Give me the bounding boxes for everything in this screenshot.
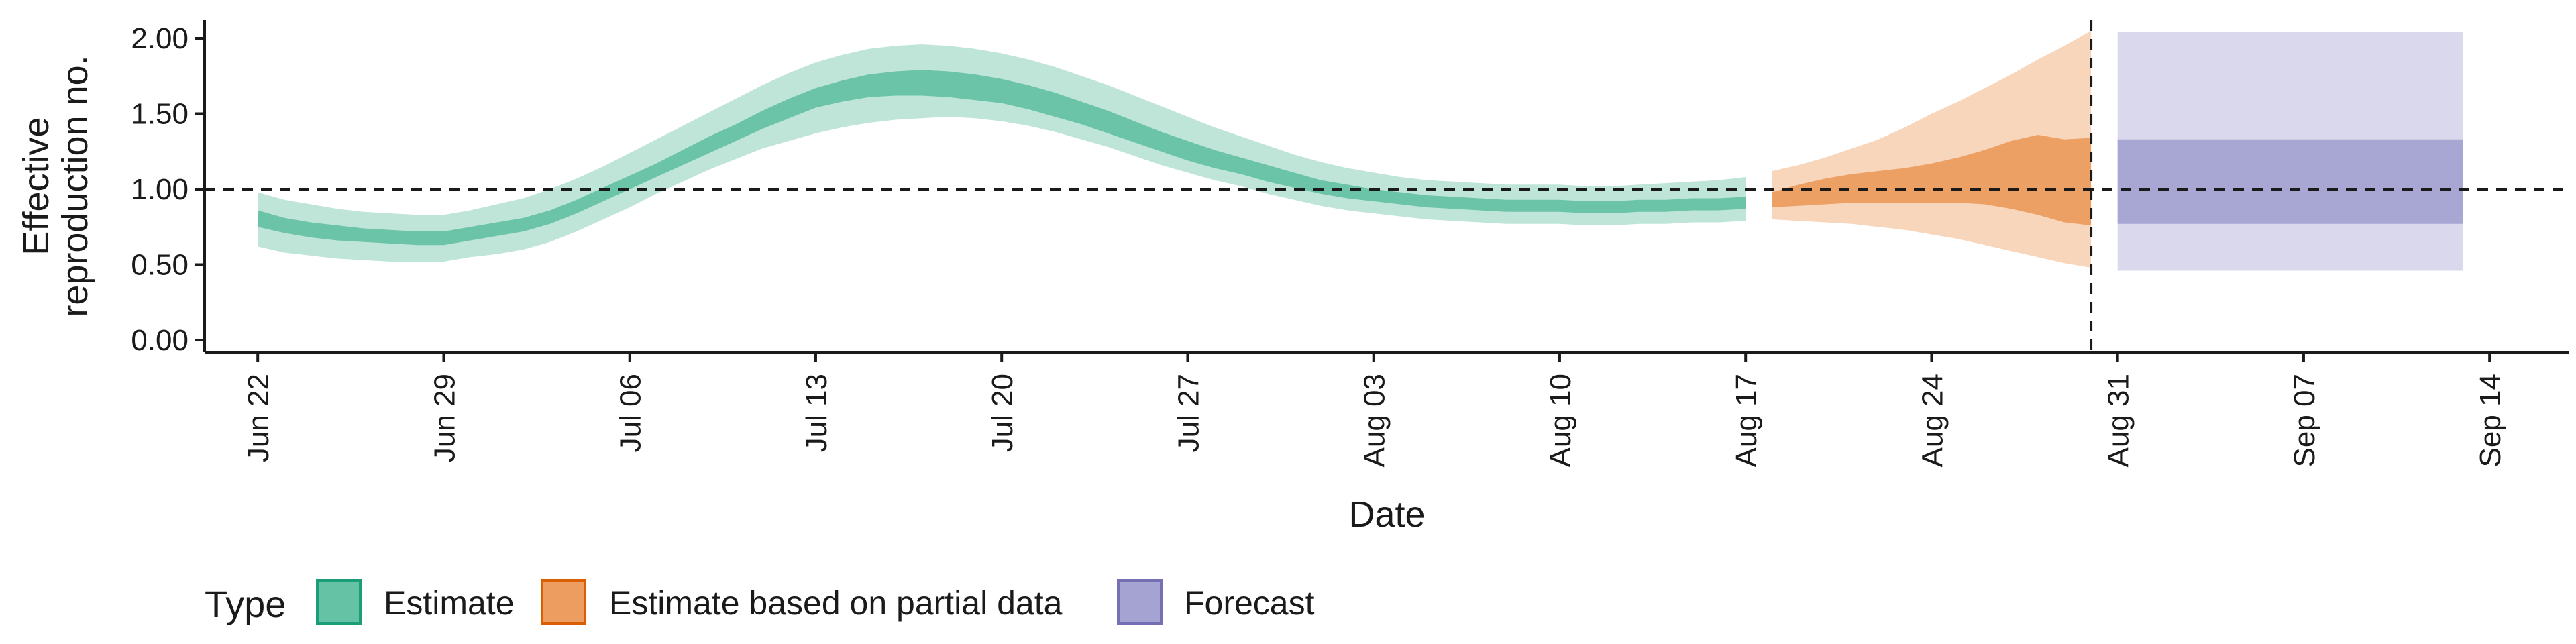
y-tick-label: 0.50 <box>131 249 189 282</box>
legend-label-estimate: Estimate <box>384 584 515 622</box>
x-tick-label: Aug 31 <box>2102 374 2135 467</box>
x-tick-label: Aug 17 <box>1730 374 1763 467</box>
legend-label-partial-data: Estimate based on partial data <box>609 584 1063 622</box>
legend-key-partial-data <box>541 579 586 625</box>
legend-title: Type <box>205 583 286 625</box>
band-estimate-based-on-partial-data-50 <box>1772 135 2092 225</box>
x-tick-label: Jul 27 <box>1172 374 1205 452</box>
y-axis-ticks: 0.00 0.50 1.00 1.50 2.00 <box>131 22 205 357</box>
legend: Type Estimate Estimate based on partial … <box>205 579 1315 625</box>
x-tick-label: Jun 22 <box>242 374 275 462</box>
legend-key-forecast <box>1117 579 1163 625</box>
x-tick-label: Aug 10 <box>1544 374 1577 467</box>
y-tick-label: 1.00 <box>131 173 189 206</box>
y-tick-label: 0.00 <box>131 324 189 357</box>
band-estimate-90 <box>258 44 1746 262</box>
x-tick-label: Aug 24 <box>1916 374 1949 467</box>
legend-key-estimate <box>316 579 362 625</box>
x-tick-label: Sep 07 <box>2288 374 2321 467</box>
bands-layer <box>258 30 2463 271</box>
x-tick-label: Aug 03 <box>1358 374 1391 467</box>
x-tick-label: Sep 14 <box>2474 374 2507 467</box>
x-tick-label: Jul 13 <box>800 374 833 452</box>
y-axis-title-line-2: reproduction no. <box>55 55 95 317</box>
x-axis-title: Date <box>1348 494 1425 535</box>
x-tick-label: Jul 06 <box>614 374 647 452</box>
y-axis-title: Effective reproduction no. <box>16 55 95 317</box>
x-tick-label: Jul 20 <box>986 374 1019 452</box>
x-tick-label: Jun 29 <box>428 374 461 462</box>
y-axis-title-line-1: Effective <box>16 117 56 255</box>
y-tick-label: 2.00 <box>131 22 189 55</box>
band-forecast-50 <box>2117 139 2463 224</box>
x-axis-ticks: Jun 22 Jun 29 Jul 06 Jul 13 Jul 20 Jul 27 Aug … <box>242 352 2507 467</box>
legend-label-forecast: Forecast <box>1184 584 1315 622</box>
y-tick-label: 1.50 <box>131 98 189 131</box>
